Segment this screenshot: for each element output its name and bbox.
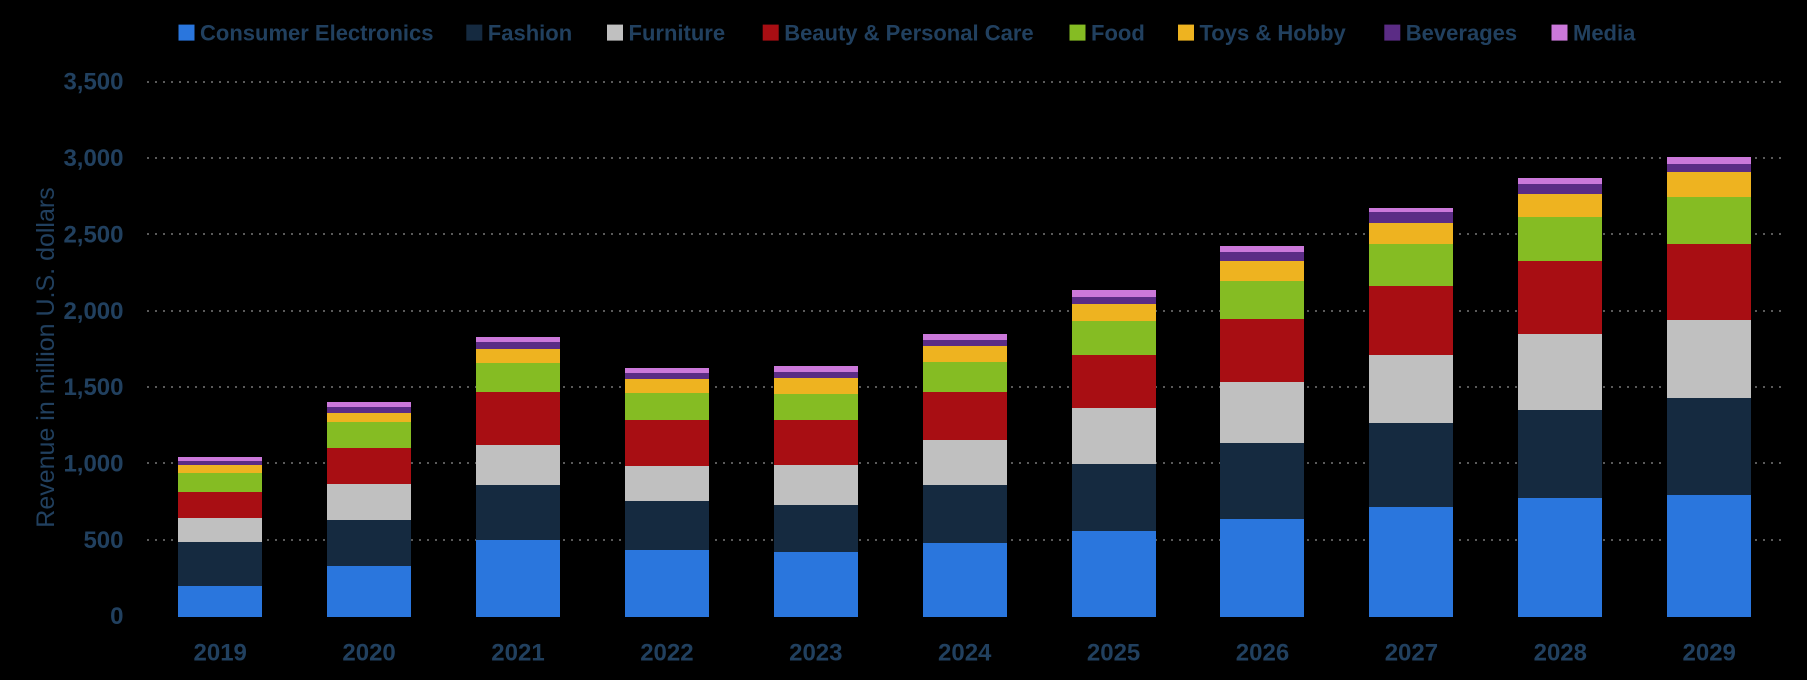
svg-text:2029: 2029 — [1683, 640, 1736, 667]
svg-text:500: 500 — [83, 527, 123, 554]
svg-text:2,000: 2,000 — [63, 298, 123, 325]
svg-text:2022: 2022 — [640, 640, 693, 667]
svg-text:Fashion: Fashion — [488, 20, 572, 45]
svg-text:2,500: 2,500 — [63, 221, 123, 248]
svg-text:Beverages: Beverages — [1406, 20, 1517, 45]
svg-text:2028: 2028 — [1534, 640, 1587, 667]
svg-text:Beauty & Personal Care: Beauty & Personal Care — [784, 20, 1033, 45]
svg-text:3,000: 3,000 — [63, 145, 123, 172]
svg-text:2019: 2019 — [194, 640, 247, 667]
svg-text:Revenue in million U.S. dollar: Revenue in million U.S. dollars — [32, 187, 60, 527]
svg-text:Toys & Hobby: Toys & Hobby — [1200, 20, 1347, 45]
svg-text:2026: 2026 — [1236, 640, 1289, 667]
svg-text:2023: 2023 — [789, 640, 842, 667]
svg-text:2024: 2024 — [938, 640, 992, 667]
svg-text:Food: Food — [1091, 20, 1145, 45]
svg-text:1,500: 1,500 — [63, 374, 123, 401]
svg-text:0: 0 — [110, 603, 123, 630]
svg-text:3,500: 3,500 — [63, 69, 123, 96]
svg-text:1,000: 1,000 — [63, 450, 123, 477]
svg-text:2020: 2020 — [342, 640, 395, 667]
svg-text:Media: Media — [1573, 20, 1636, 45]
svg-text:2025: 2025 — [1087, 640, 1140, 667]
svg-text:Furniture: Furniture — [629, 20, 726, 45]
svg-text:2021: 2021 — [491, 640, 544, 667]
svg-text:Consumer Electronics: Consumer Electronics — [200, 20, 434, 45]
svg-text:2027: 2027 — [1385, 640, 1438, 667]
